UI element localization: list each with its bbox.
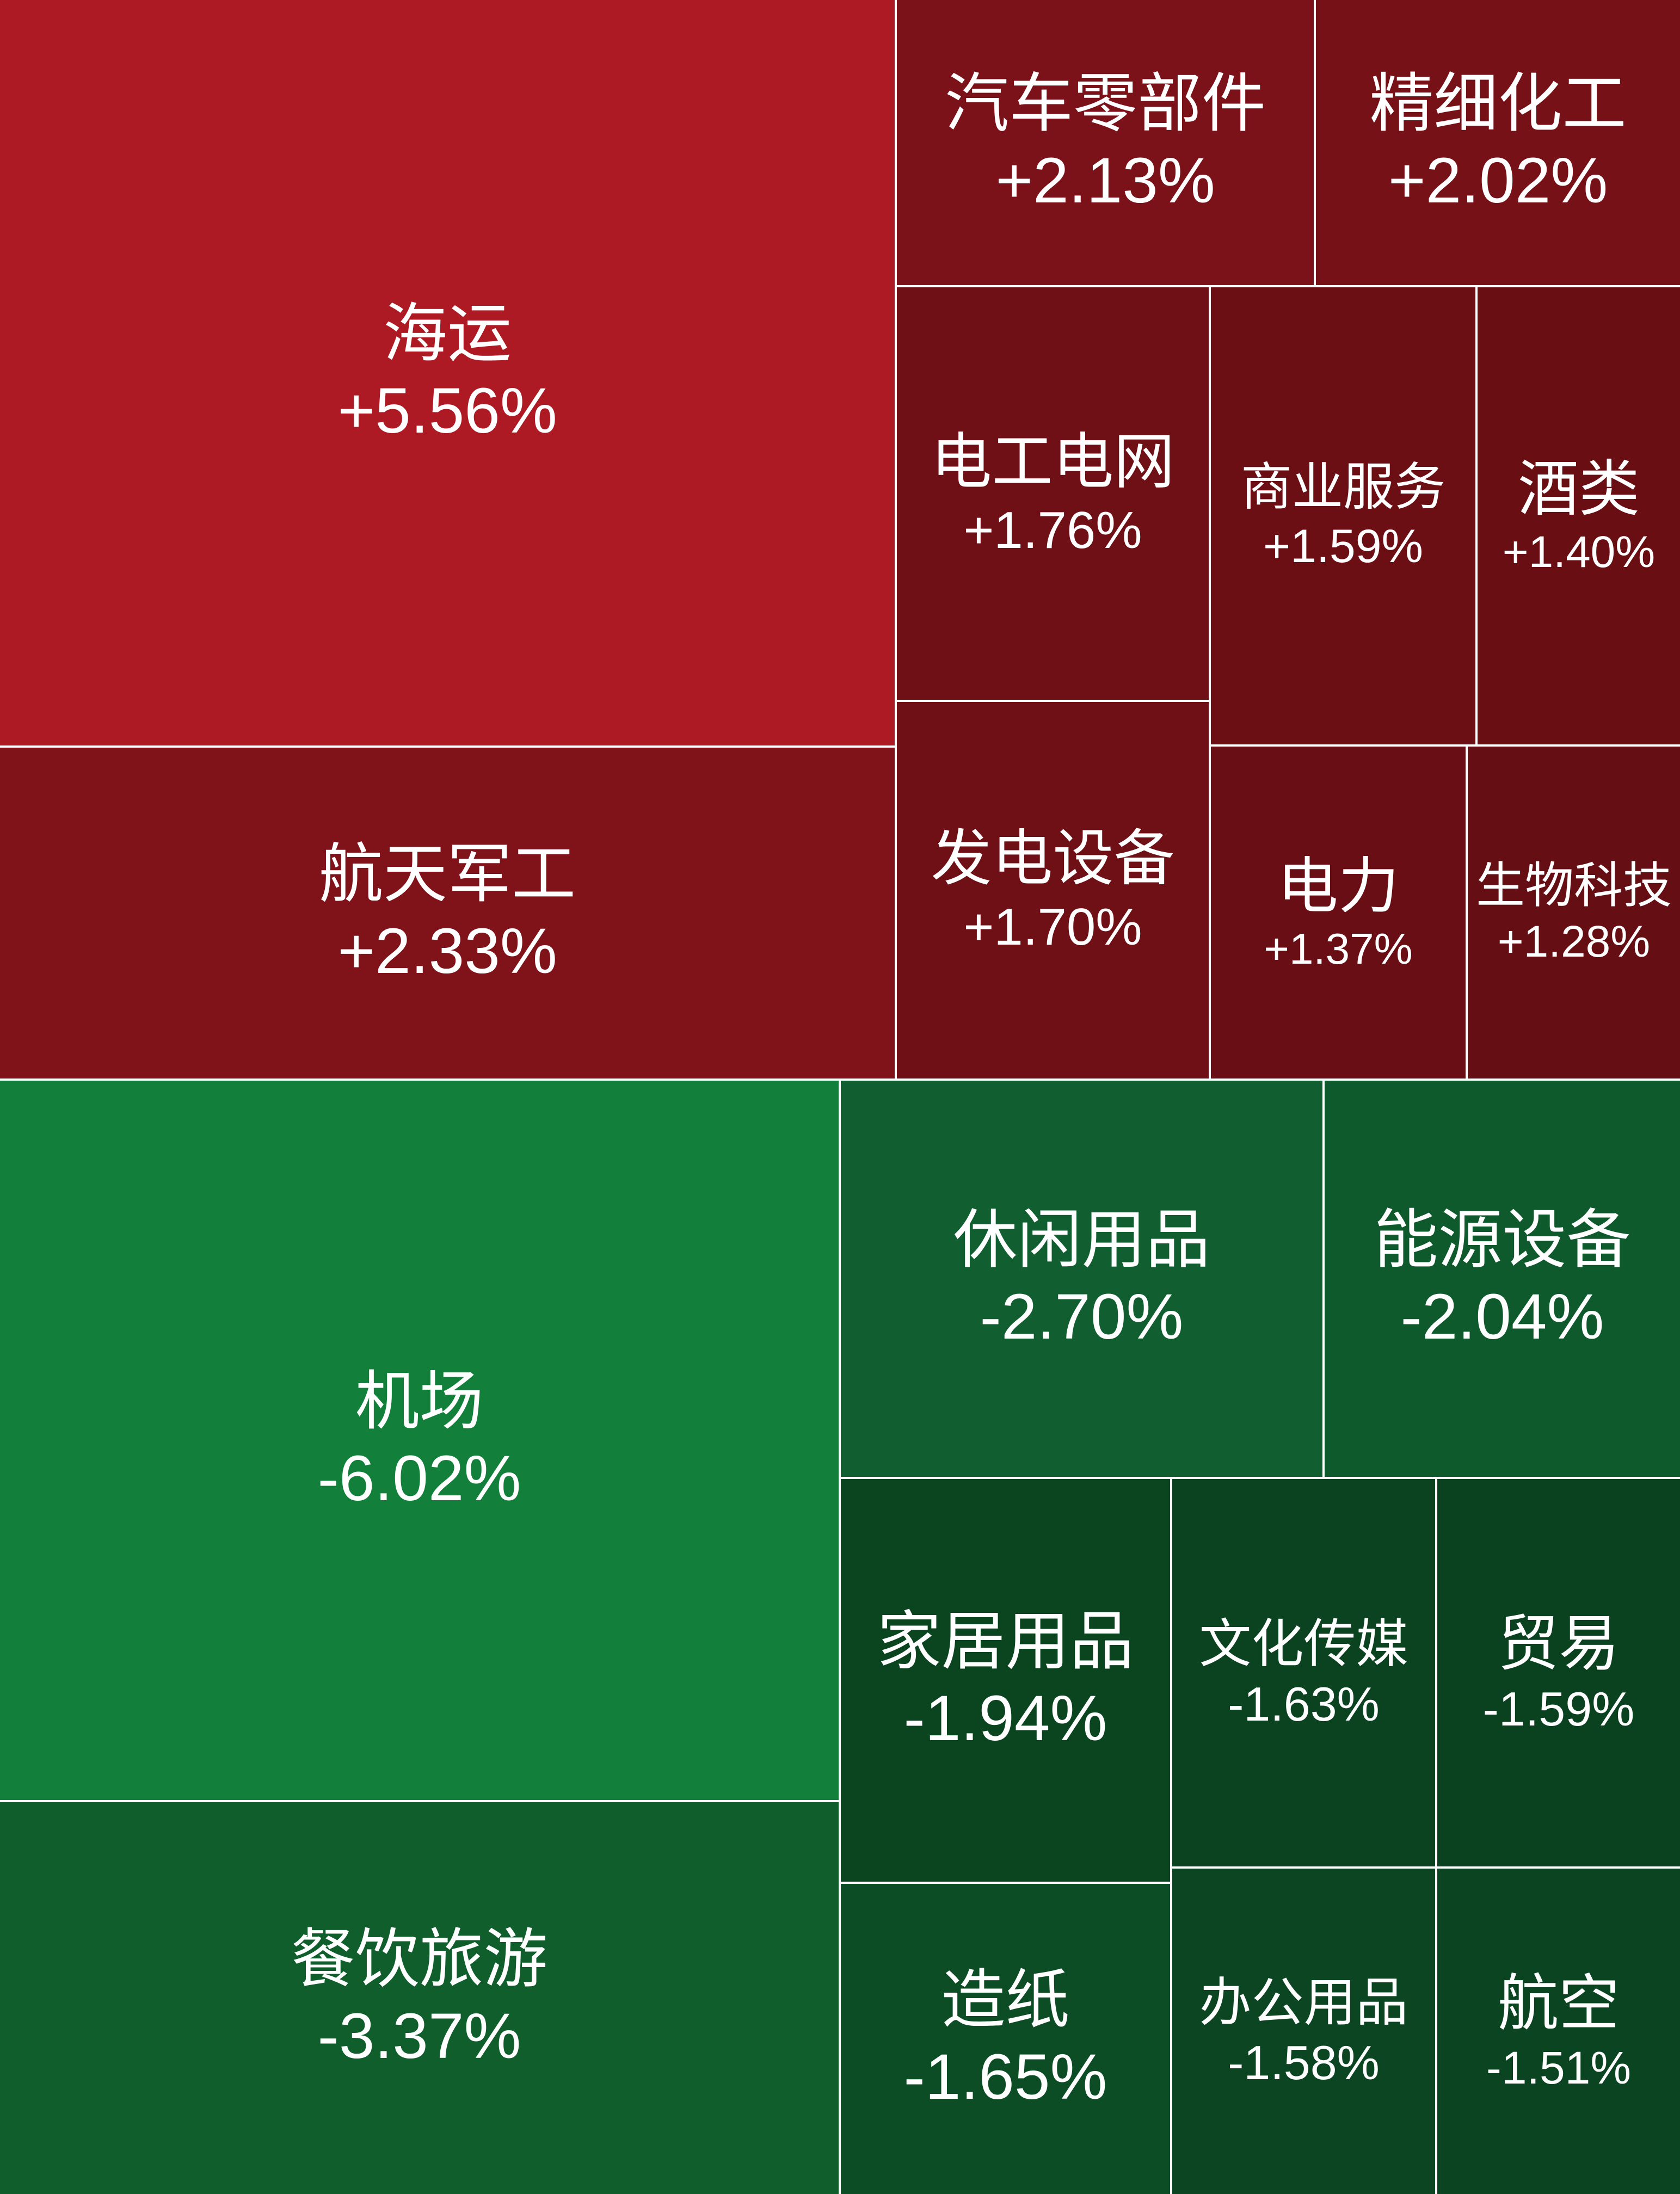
- sector-name: 精细化工: [1369, 66, 1627, 141]
- treemap-cell-office-supplies[interactable]: 办公用品 -1.58%: [1172, 1869, 1435, 2194]
- sector-change: +1.40%: [1502, 527, 1656, 577]
- sector-name: 造纸: [941, 1962, 1070, 2038]
- sector-change: +1.59%: [1263, 520, 1424, 572]
- treemap-cell-leisure-goods[interactable]: 休闲用品 -2.70%: [841, 1081, 1322, 1477]
- sector-name: 生物科技: [1476, 856, 1672, 914]
- treemap-cell-media[interactable]: 文化传媒 -1.63%: [1172, 1479, 1435, 1866]
- sector-change: +1.76%: [963, 501, 1142, 559]
- treemap-cell-biotech[interactable]: 生物科技 +1.28%: [1468, 747, 1680, 1078]
- sector-change: +5.56%: [337, 375, 557, 447]
- sector-name: 发电设备: [931, 823, 1175, 895]
- sector-name: 酒类: [1518, 453, 1640, 525]
- treemap-cell-power-equipment[interactable]: 发电设备 +1.70%: [897, 702, 1209, 1078]
- sector-change: -1.94%: [903, 1683, 1107, 1754]
- treemap-cell-paper[interactable]: 造纸 -1.65%: [841, 1884, 1170, 2194]
- treemap-cell-energy-equipment[interactable]: 能源设备 -2.04%: [1325, 1081, 1680, 1477]
- treemap-cell-power-grid[interactable]: 电工电网 +1.76%: [897, 287, 1209, 700]
- treemap-cell-catering-tourism[interactable]: 餐饮旅游 -3.37%: [0, 1802, 839, 2194]
- treemap-cell-shipping[interactable]: 海运 +5.56%: [0, 0, 895, 745]
- sector-name: 航天军工: [318, 836, 576, 912]
- sector-name: 电力: [1277, 851, 1399, 922]
- sector-change: -1.58%: [1228, 2035, 1380, 2090]
- sector-change: +1.37%: [1264, 925, 1413, 973]
- sector-name: 商业服务: [1240, 458, 1445, 517]
- treemap-cell-trade[interactable]: 贸易 -1.59%: [1437, 1479, 1680, 1866]
- sector-name: 贸易: [1498, 1608, 1620, 1679]
- sector-name: 家居用品: [877, 1604, 1134, 1679]
- treemap-cell-aerospace-defense[interactable]: 航天军工 +2.33%: [0, 748, 895, 1078]
- sector-change: -1.51%: [1486, 2042, 1632, 2093]
- treemap-cell-fine-chemicals[interactable]: 精细化工 +2.02%: [1316, 0, 1680, 285]
- treemap-cell-household-goods[interactable]: 家居用品 -1.94%: [841, 1479, 1170, 1882]
- sector-name: 机场: [355, 1364, 484, 1439]
- sector-change: -6.02%: [317, 1443, 521, 1514]
- sector-name: 文化传媒: [1199, 1613, 1408, 1674]
- sector-name: 海运: [383, 296, 512, 372]
- sector-name: 汽车零部件: [944, 66, 1266, 141]
- sector-change: +1.28%: [1497, 916, 1651, 966]
- sector-name: 餐饮旅游: [291, 1921, 548, 1997]
- sector-change: -3.37%: [317, 2000, 521, 2072]
- sector-change: -1.63%: [1228, 1677, 1380, 1731]
- treemap-cell-business-services[interactable]: 商业服务 +1.59%: [1211, 287, 1475, 744]
- treemap-cell-liquor[interactable]: 酒类 +1.40%: [1478, 287, 1680, 744]
- sector-name: 能源设备: [1374, 1202, 1631, 1278]
- sector-change: +2.33%: [337, 915, 557, 987]
- treemap-cell-airlines[interactable]: 航空 -1.51%: [1437, 1869, 1680, 2194]
- treemap-cell-auto-parts[interactable]: 汽车零部件 +2.13%: [897, 0, 1314, 285]
- sector-name: 办公用品: [1199, 1971, 1408, 2033]
- sector-change: -2.70%: [980, 1281, 1184, 1353]
- sector-change: +1.70%: [963, 897, 1142, 956]
- treemap-cell-airports[interactable]: 机场 -6.02%: [0, 1081, 839, 1800]
- sector-change: +2.02%: [1388, 145, 1608, 217]
- sector-change: +2.13%: [995, 145, 1215, 217]
- sector-name: 电工电网: [931, 427, 1175, 498]
- sector-change: -2.04%: [1400, 1281, 1604, 1353]
- sector-name: 航空: [1498, 1968, 1620, 2039]
- sector-change: -1.59%: [1482, 1682, 1635, 1736]
- sector-name: 休闲用品: [953, 1202, 1210, 1278]
- treemap-cell-electric-power[interactable]: 电力 +1.37%: [1211, 747, 1466, 1078]
- sector-change: -1.65%: [903, 2041, 1107, 2113]
